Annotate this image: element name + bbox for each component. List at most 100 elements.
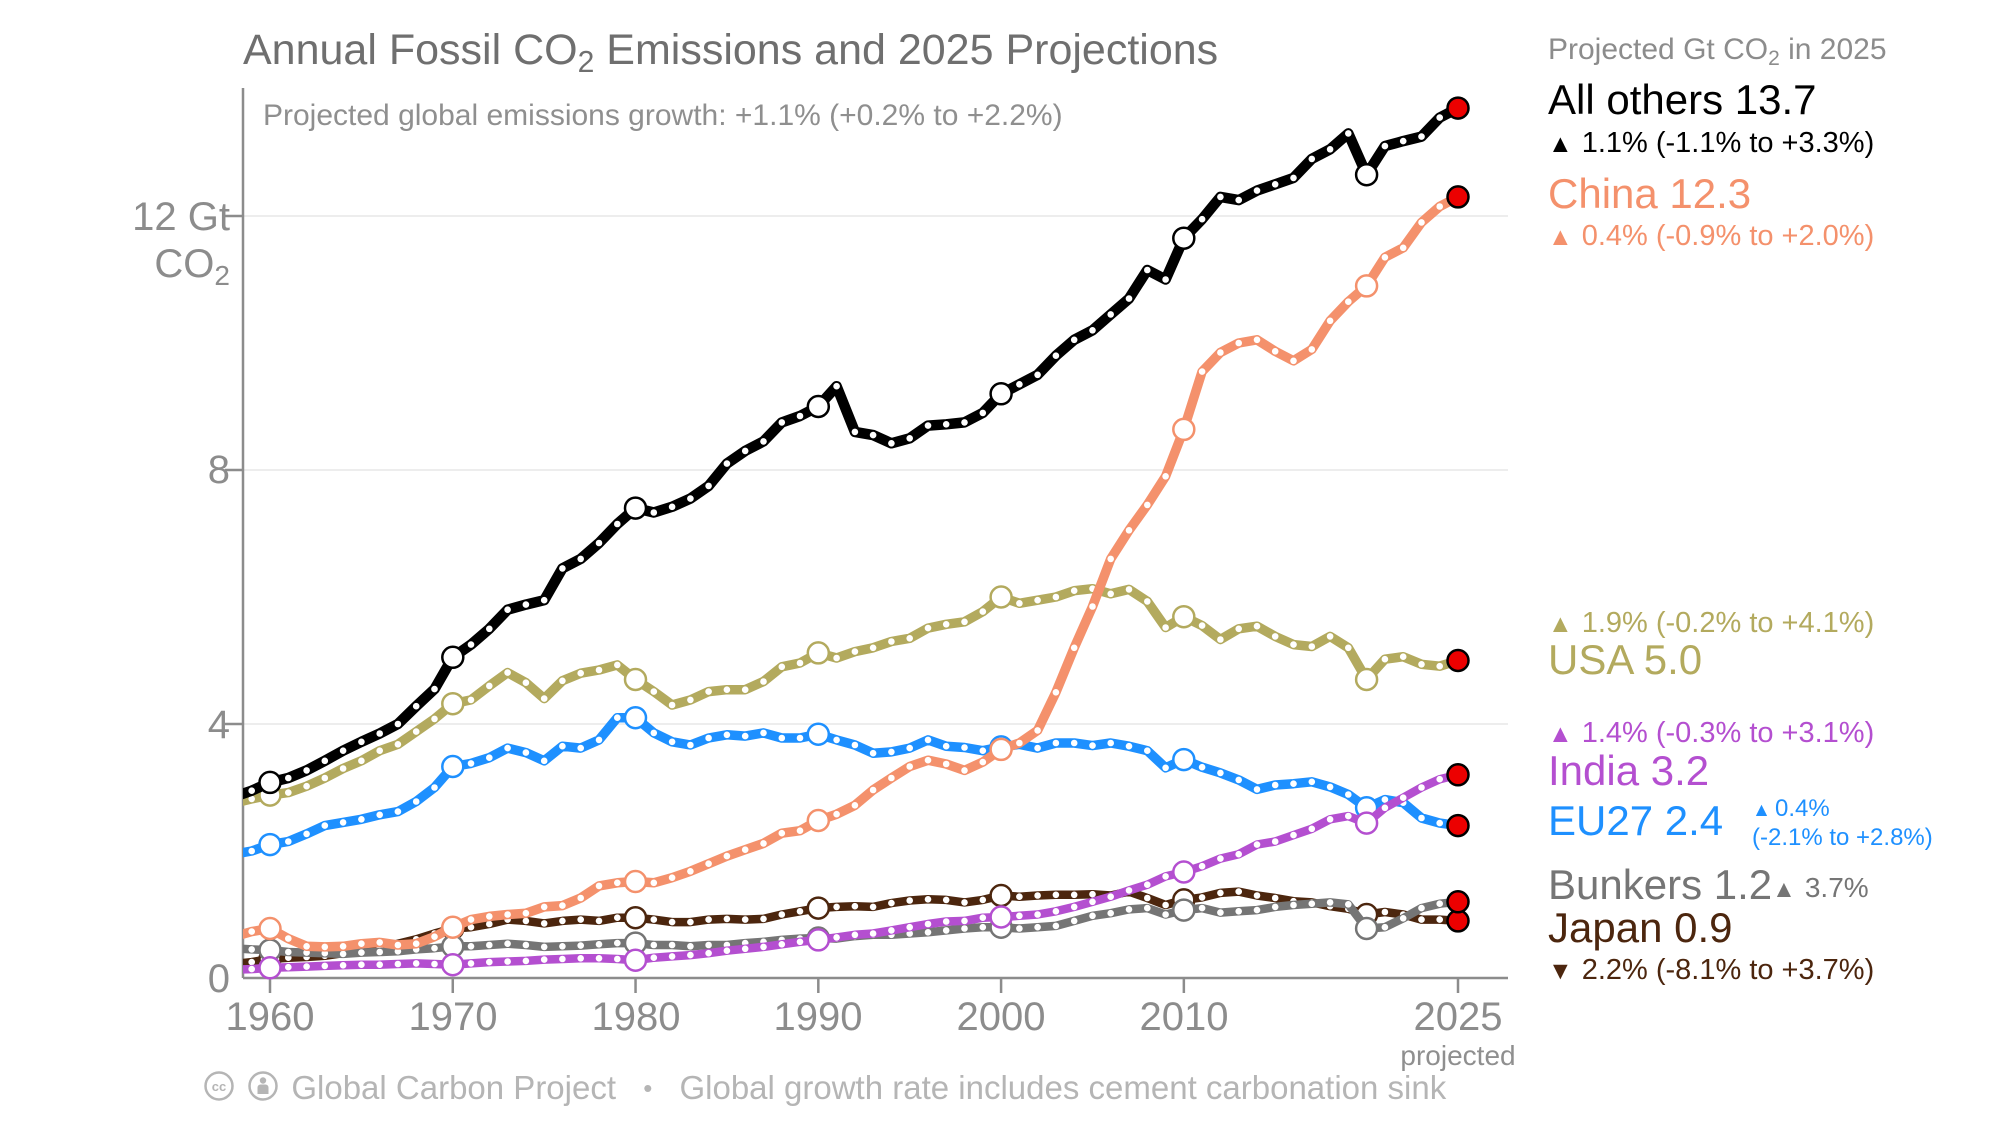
year-dot (1399, 137, 1407, 145)
year-dot (285, 948, 292, 956)
year-dot (979, 758, 987, 766)
year-dot (540, 757, 548, 765)
year-dot (614, 714, 621, 721)
decade-marker-bunkers-2020 (1354, 916, 1379, 941)
year-dot (1308, 778, 1316, 786)
year-dot (376, 948, 384, 956)
year-dot (1271, 838, 1279, 845)
decade-marker-china-2000 (989, 737, 1013, 762)
year-dot (1253, 622, 1261, 630)
year-dot (650, 954, 658, 961)
year-dot (358, 757, 365, 765)
year-dot (559, 917, 566, 925)
year-dot (1381, 253, 1389, 261)
year-dot (1034, 727, 1041, 734)
year-dot (1381, 796, 1389, 803)
year-dot (888, 927, 895, 934)
year-dot (1089, 742, 1096, 749)
year-dot (1326, 783, 1334, 791)
year-dot (1016, 912, 1023, 920)
year-dot (833, 934, 840, 941)
year-dot (358, 949, 365, 956)
year-dot (1162, 764, 1169, 772)
year-dot (1436, 203, 1443, 210)
year-dot (1016, 739, 1023, 747)
year-dot (376, 961, 384, 968)
year-dot (1418, 219, 1425, 226)
year-dot (522, 679, 530, 686)
year-dot (1016, 381, 1023, 388)
year-dot (467, 960, 475, 967)
year-dot (668, 738, 676, 746)
decade-marker-china-2010 (1172, 417, 1196, 442)
year-dot (1418, 904, 1425, 912)
year-dot (1345, 901, 1352, 908)
x-tick-label-2010: 2010 (1139, 995, 1229, 1039)
decade-marker-china-1960 (258, 916, 282, 941)
legend-all-others-label: All others 13.7 (1548, 76, 1817, 123)
year-dot (1271, 348, 1279, 355)
year-dot (595, 941, 603, 948)
year-dot (486, 920, 493, 928)
year-dot (1271, 633, 1279, 640)
decade-marker-all_others-1970 (441, 645, 465, 670)
year-dot (1381, 804, 1389, 812)
year-dot (851, 931, 859, 939)
year-dot (1052, 352, 1060, 360)
year-dot (1107, 893, 1114, 900)
projection-dot-usa (1446, 648, 1470, 673)
year-dot (248, 787, 255, 794)
footer-separator: • (643, 1073, 653, 1103)
year-dot (869, 431, 877, 439)
year-dot (1198, 215, 1206, 223)
year-dot (1198, 368, 1206, 375)
x-tick-label-1960: 1960 (225, 995, 315, 1039)
year-dot (668, 503, 676, 511)
decade-marker-all_others-2020 (1354, 162, 1379, 187)
year-dot (833, 654, 840, 662)
year-dot (869, 903, 877, 911)
decade-marker-all_others-2000 (989, 382, 1013, 406)
year-dot (869, 644, 877, 652)
footer-brand: Global Carbon Project (291, 1069, 617, 1106)
year-dot (869, 786, 877, 794)
legend-eu27-growth: ▲ 0.4% (-2.1% to +2.8%) (1752, 795, 1933, 851)
year-dot (248, 928, 255, 935)
year-dot (248, 795, 255, 803)
year-dot (1052, 908, 1060, 915)
year-dot (1290, 641, 1297, 648)
year-dot (1418, 916, 1425, 923)
year-dot (705, 860, 712, 867)
legend-heading: Projected Gt CO2 in 2025 (1548, 33, 1887, 70)
decade-marker-eu27-2010 (1172, 747, 1196, 772)
year-dot (1198, 904, 1206, 912)
year-dot (1070, 644, 1078, 652)
year-dot (942, 421, 950, 428)
year-dot (650, 941, 658, 949)
year-dot (961, 419, 968, 426)
year-dot (1198, 622, 1206, 629)
year-dot (595, 666, 603, 674)
year-dot (979, 409, 987, 417)
year-dot (741, 447, 749, 455)
year-dot (979, 914, 987, 921)
year-dot (303, 767, 310, 774)
year-dot (376, 811, 384, 819)
year-dot (924, 756, 932, 764)
year-dot (687, 943, 694, 950)
year-dot (522, 941, 530, 949)
projection-dot-bunkers (1446, 890, 1470, 914)
year-dot (1290, 174, 1297, 182)
decade-marker-japan-1980 (623, 905, 648, 930)
year-dot (467, 916, 475, 923)
year-dot (1144, 501, 1151, 509)
projection-dot-all_others (1446, 96, 1470, 120)
year-dot (486, 958, 493, 966)
year-dot (540, 956, 548, 963)
year-dot (339, 819, 347, 826)
year-dot (1125, 527, 1133, 534)
footer-note: Global growth rate includes cement carbo… (679, 1069, 1447, 1106)
legend-usa-label: USA 5.0 (1548, 636, 1703, 683)
year-dot (431, 944, 438, 952)
year-dot (1052, 689, 1060, 696)
